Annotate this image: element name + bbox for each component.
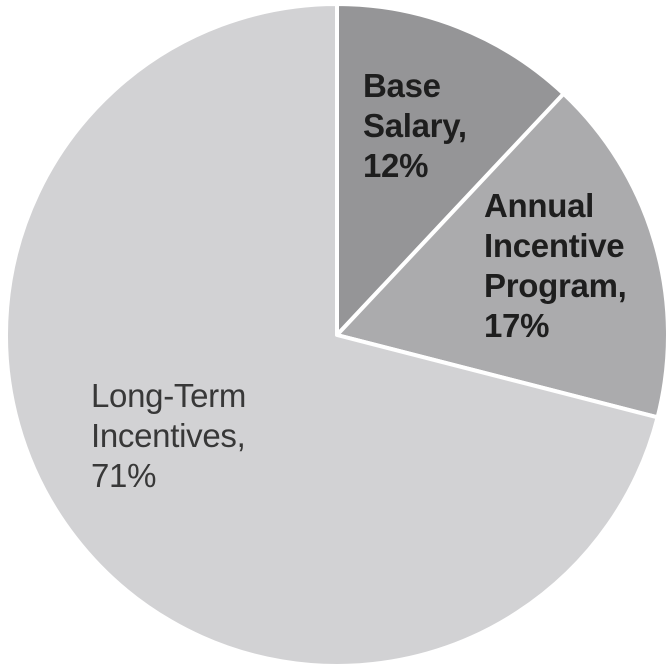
pie-slice-long-term-incentives [4, 2, 660, 668]
pie-slice-annual-incentive-program [335, 91, 670, 420]
pie-slice-base-salary [335, 2, 566, 337]
